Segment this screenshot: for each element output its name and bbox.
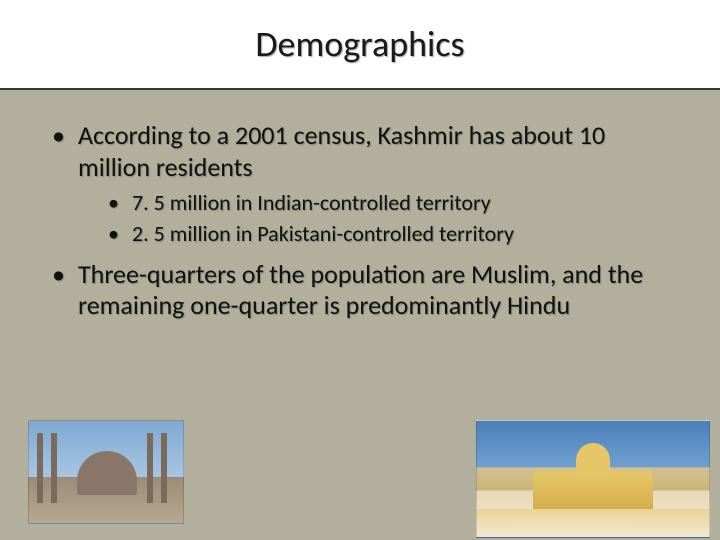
water-reflection (477, 509, 709, 537)
sub-bullet-item: 7. 5 million in Indian-controlled territ… (78, 189, 680, 218)
sub-bullet-text: 2. 5 million in Pakistani-controlled ter… (132, 220, 514, 247)
bullet-item: According to a 2001 census, Kashmir has … (50, 120, 680, 249)
bullet-text: According to a 2001 census, Kashmir has … (78, 119, 605, 183)
bullet-item: Three-quarters of the population are Mus… (50, 259, 680, 322)
golden-temple-image (476, 420, 710, 538)
slide-title: Demographics (255, 22, 464, 66)
bullet-list: According to a 2001 census, Kashmir has … (50, 120, 680, 322)
image-row (28, 420, 710, 530)
sub-bullet-item: 2. 5 million in Pakistani-controlled ter… (78, 220, 680, 249)
sub-bullet-list: 7. 5 million in Indian-controlled territ… (78, 189, 680, 248)
content-area: According to a 2001 census, Kashmir has … (0, 90, 720, 322)
bullet-text: Three-quarters of the population are Mus… (78, 258, 643, 322)
title-area: Demographics (0, 0, 720, 88)
sub-bullet-text: 7. 5 million in Indian-controlled territ… (132, 189, 491, 216)
mosque-image (28, 420, 184, 524)
slide: Demographics According to a 2001 census,… (0, 0, 720, 540)
